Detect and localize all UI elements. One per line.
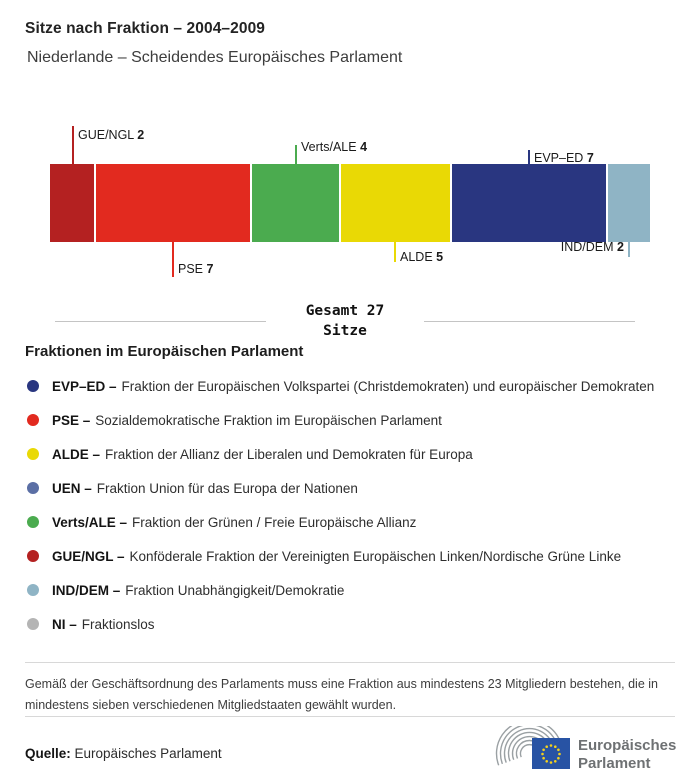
legend-item-ni: NI – Fraktionslos — [25, 607, 685, 641]
legend-item-evp-ed: EVP–ED – Fraktion der Europäischen Volks… — [25, 369, 685, 403]
footnote: Gemäß der Geschäftsordnung des Parlament… — [25, 662, 675, 716]
legend-item-label: PSE – — [52, 412, 91, 428]
bar-segment-evp-ed — [449, 164, 606, 242]
footnote-text: Gemäß der Geschäftsordnung des Parlament… — [25, 677, 658, 712]
segment-name: PSE — [178, 262, 204, 276]
legend-item-label: GUE/NGL – — [52, 548, 125, 564]
callout-tick-evp-ed — [528, 150, 530, 164]
legend-heading: Fraktionen im Europäischen Parlament — [25, 343, 304, 360]
legend-item-desc: Konföderale Fraktion der Vereinigten Eur… — [129, 548, 622, 564]
total-divider-left — [55, 320, 266, 322]
legend-item-gue-ngl: GUE/NGL – Konföderale Fraktion der Verei… — [25, 539, 685, 573]
legend-item-ind-dem: IND/DEM – Fraktion Unabhängigkeit/Demokr… — [25, 573, 685, 607]
legend-dot-pse — [27, 414, 39, 426]
legend-item-desc: Fraktion Union für das Europa der Nation… — [96, 480, 358, 496]
footer: Quelle: Europäisches Parlament — [25, 724, 688, 782]
legend-item-desc: Sozialdemokratische Fraktion im Europäis… — [95, 412, 442, 428]
legend-item-alde: ALDE – Fraktion der Allianz der Liberale… — [25, 437, 685, 471]
segment-name: ALDE — [400, 250, 433, 264]
total-seats-row: Gesamt 27 Sitze — [55, 301, 635, 341]
legend-item-label: NI – — [52, 616, 77, 632]
legend-item-label: ALDE – — [52, 446, 101, 462]
total-line2: Sitze — [323, 323, 367, 339]
callout-label-ind-dem: IND/DEM 2 — [561, 239, 624, 255]
segment-name: EVP–ED — [534, 151, 584, 165]
logo-text-line2: Parlament — [578, 755, 651, 772]
segment-name: GUE/NGL — [78, 128, 134, 142]
callout-label-verts-ale: Verts/ALE 4 — [301, 139, 367, 155]
page-subtitle: Niederlande – Scheidendes Europäisches P… — [27, 49, 403, 66]
legend-item-label: Verts/ALE – — [52, 514, 128, 530]
european-parliament-logo: Europäisches Parlament — [495, 726, 676, 772]
source-value: Europäisches Parlament — [74, 745, 222, 761]
legend-item-desc: Fraktion der Allianz der Liberalen und D… — [105, 446, 473, 462]
segment-name: Verts/ALE — [301, 140, 357, 154]
legend-item-desc: Fraktion Unabhängigkeit/Demokratie — [125, 582, 345, 598]
total-seats-label: Gesamt 27 Sitze — [280, 301, 410, 341]
segment-name: IND/DEM — [560, 240, 614, 254]
segment-seats: 2 — [137, 128, 145, 142]
segment-seats: 7 — [586, 151, 594, 165]
legend-item-pse: PSE – Sozialdemokratische Fraktion im Eu… — [25, 403, 685, 437]
bar-segment-gue-ngl — [50, 164, 95, 242]
stacked-bar — [50, 164, 650, 242]
callout-tick-gue-ngl — [72, 126, 74, 164]
legend-item-label: IND/DEM – — [52, 582, 121, 598]
bar-segment-alde — [338, 164, 450, 242]
legend-dot-ind-dem — [27, 584, 39, 596]
segment-seats: 5 — [436, 250, 444, 264]
total-line1: Gesamt 27 — [305, 303, 385, 319]
callout-tick-alde — [394, 242, 396, 262]
callout-label-evp-ed: EVP–ED 7 — [534, 150, 594, 166]
legend-dot-uen — [27, 482, 39, 494]
legend-item-desc: Fraktion der Grünen / Freie Europäische … — [132, 514, 417, 530]
legend-list: EVP–ED – Fraktion der Europäischen Volks… — [25, 369, 685, 641]
segment-seats: 4 — [360, 140, 368, 154]
eu-flag-icon — [532, 738, 570, 769]
seats-stacked-bar-chart: GUE/NGL 2 Verts/ALE 4 EVP–ED 7 PSE 7 ALD… — [0, 110, 700, 300]
callout-label-pse: PSE 7 — [178, 261, 213, 277]
legend-dot-verts-ale — [27, 516, 39, 528]
segment-seats: 2 — [617, 240, 624, 254]
callout-label-gue-ngl: GUE/NGL 2 — [78, 127, 144, 143]
callout-tick-pse — [172, 242, 174, 277]
legend-item-uen: UEN – Fraktion Union für das Europa der … — [25, 471, 685, 505]
page-title: Sitze nach Fraktion – 2004–2009 — [25, 20, 266, 37]
total-divider-right — [424, 320, 635, 322]
legend-item-desc: Fraktionslos — [81, 616, 155, 632]
logo-text-line1: Europäisches — [578, 737, 676, 754]
legend-item-verts-ale: Verts/ALE – Fraktion der Grünen / Freie … — [25, 505, 685, 539]
callout-tick-ind-dem — [628, 242, 630, 257]
bottom-divider — [25, 716, 675, 717]
source-line: Quelle: Europäisches Parlament — [25, 746, 222, 761]
legend-dot-evp-ed — [27, 380, 39, 392]
legend-item-desc: Fraktion der Europäischen Volkspartei (C… — [121, 378, 655, 394]
callout-label-alde: ALDE 5 — [400, 249, 443, 265]
callout-tick-verts-ale — [295, 145, 297, 164]
segment-seats: 7 — [206, 262, 214, 276]
legend-item-label: UEN – — [52, 480, 92, 496]
legend-dot-alde — [27, 448, 39, 460]
source-label: Quelle: — [25, 745, 71, 761]
bar-segment-ind-dem — [605, 164, 650, 242]
hemicycle-arcs-icon — [495, 726, 564, 766]
bar-segment-verts-ale — [249, 164, 339, 242]
bar-segment-pse — [94, 164, 250, 242]
legend-item-label: EVP–ED – — [52, 378, 117, 394]
legend-dot-gue-ngl — [27, 550, 39, 562]
legend-dot-ni — [27, 618, 39, 630]
